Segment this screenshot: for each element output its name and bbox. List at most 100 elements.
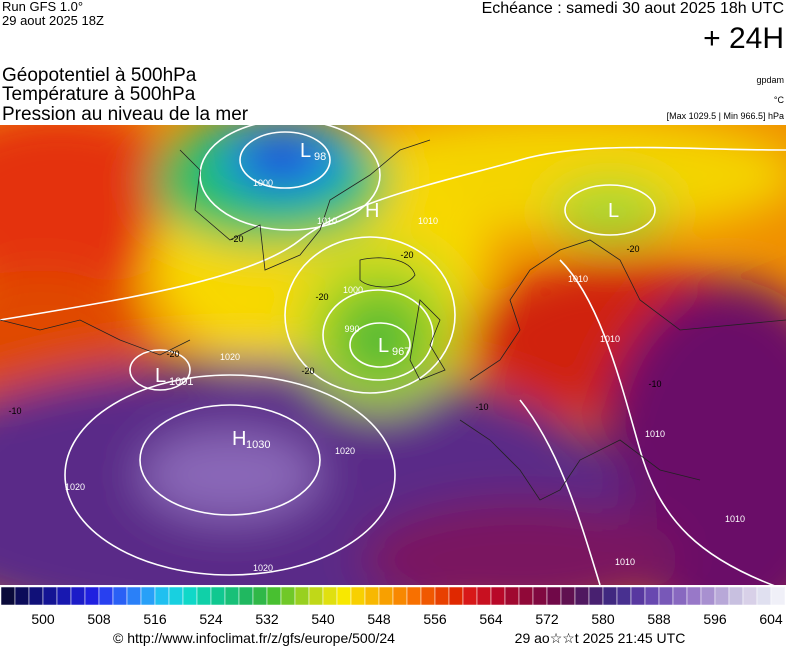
colorbar-swatch: [462, 586, 478, 606]
valid-time: Echéance : samedi 30 aout 2025 18h UTC: [482, 0, 784, 17]
colorbar-swatch: [252, 586, 268, 606]
colorbar-swatch: [476, 586, 492, 606]
colorbar-swatch: [392, 586, 408, 606]
colorbar-tick-label: 564: [479, 611, 503, 627]
isobar-label: 1020: [335, 446, 355, 456]
colorbar-tick-label: 604: [759, 611, 783, 627]
center-value: 967: [392, 346, 410, 358]
colorbar-swatch: [168, 586, 184, 606]
colorbar-tick-label: 540: [311, 611, 335, 627]
colorbar-swatch: [756, 586, 772, 606]
colorbar-swatch: [714, 586, 730, 606]
colorbar-swatch: [70, 586, 86, 606]
pressure-range: [Max 1029.5 | Min 966.5] hPa: [667, 111, 784, 121]
colorbar-swatch: [196, 586, 212, 606]
colorbar-swatch: [322, 586, 338, 606]
colorbar-swatch: [630, 586, 646, 606]
colorbar-tick-label: 572: [535, 611, 559, 627]
colorbar-swatch: [770, 586, 786, 606]
isobar-label: 1010: [615, 557, 635, 567]
temp-label: -20: [166, 349, 179, 359]
colorbar-swatch: [238, 586, 254, 606]
temp-label: -10: [8, 406, 21, 416]
colorbar-tick-label: 556: [423, 611, 447, 627]
colorbar-tick-label: 588: [647, 611, 671, 627]
isobar-label: 990: [344, 324, 359, 334]
colorbar-tick-label: 524: [199, 611, 223, 627]
colorbar-swatch: [266, 586, 282, 606]
colorbar-swatch: [364, 586, 380, 606]
colorbar-swatch: [84, 586, 100, 606]
colorbar-swatch: [0, 586, 16, 606]
isobar-label: 1000: [343, 285, 363, 295]
colorbar-swatch: [686, 586, 702, 606]
center-letter: L: [378, 335, 389, 357]
colorbar-swatch: [406, 586, 422, 606]
temp-label: -20: [230, 234, 243, 244]
isobar-label: 1020: [253, 563, 273, 573]
colorbar-swatch: [336, 586, 352, 606]
isobar-label: 1010: [600, 334, 620, 344]
colorbar-swatch: [182, 586, 198, 606]
colorbar-tick-label: 596: [703, 611, 727, 627]
colorbar-swatch: [154, 586, 170, 606]
colorbar-swatch: [350, 586, 366, 606]
colorbar-swatch: [672, 586, 688, 606]
colorbar-swatch: [532, 586, 548, 606]
field-title: Pression au niveau de la mer: [2, 104, 249, 125]
colorbar-swatch: [420, 586, 436, 606]
center-letter: L: [155, 365, 166, 387]
colorbar-swatch: [602, 586, 618, 606]
colorbar-swatch: [448, 586, 464, 606]
colorbar-swatch: [112, 586, 128, 606]
colorbar-tick-label: 532: [255, 611, 279, 627]
isobar-label: 1010: [317, 216, 337, 226]
center-value: 98: [314, 151, 326, 163]
colorbar-swatch: [14, 586, 30, 606]
isobar-label: 1010: [568, 274, 588, 284]
center-letter: L: [608, 200, 619, 222]
isobar-label: 1010: [725, 514, 745, 524]
colorbar-swatch: [224, 586, 240, 606]
isobar-label: 1020: [220, 352, 240, 362]
center-letter: H: [365, 200, 379, 222]
colorbar-swatch: [560, 586, 576, 606]
footer-generated: 29 ao☆☆t 2025 21:45 UTC: [515, 630, 686, 646]
colorbar-swatch: [490, 586, 506, 606]
field-title: Température à 500hPa: [2, 84, 196, 105]
temp-label: -10: [475, 402, 488, 412]
temp-label: -10: [648, 379, 661, 389]
colorbar-swatch: [280, 586, 296, 606]
colorbar-tick-label: 500: [31, 611, 55, 627]
field-title: Géopotentiel à 500hPa: [2, 65, 197, 86]
colorbar-swatch: [434, 586, 450, 606]
colorbar-swatch: [616, 586, 632, 606]
colorbar-swatch: [658, 586, 674, 606]
colorbar-tick-label: 516: [143, 611, 167, 627]
colorbar-swatch: [308, 586, 324, 606]
lead-time: + 24H: [703, 22, 784, 55]
colorbar-swatch: [378, 586, 394, 606]
center-value: 1030: [246, 439, 270, 451]
isobar-label: 1010: [645, 429, 665, 439]
footer-source: © http://www.infoclimat.fr/z/gfs/europe/…: [113, 630, 395, 646]
colorbar-swatch: [574, 586, 590, 606]
colorbar-tick-label: 508: [87, 611, 111, 627]
colorbar-swatch: [588, 586, 604, 606]
colorbar-swatch: [56, 586, 72, 606]
colorbar-swatch: [28, 586, 44, 606]
isobar-label: 1020: [65, 482, 85, 492]
run-date: 29 aout 2025 18Z: [2, 13, 104, 28]
unit-label: gpdam: [756, 75, 784, 85]
colorbar-swatch: [546, 586, 562, 606]
colorbar-swatch: [98, 586, 114, 606]
colorbar-tick-label: 580: [591, 611, 615, 627]
colorbar-swatch: [126, 586, 142, 606]
center-letter: H: [232, 428, 246, 450]
colorbar-swatch: [210, 586, 226, 606]
temp-label: -20: [626, 244, 639, 254]
colorbar-swatch: [140, 586, 156, 606]
colorbar-swatch: [518, 586, 534, 606]
